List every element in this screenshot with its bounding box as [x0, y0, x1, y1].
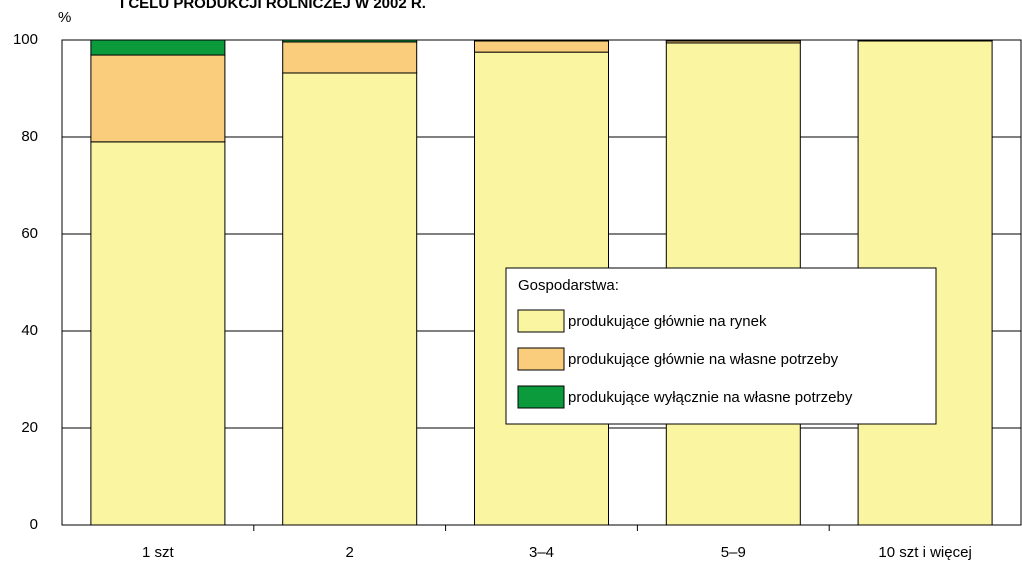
x-tick-label: 1 szt — [142, 544, 175, 561]
legend-swatch — [517, 347, 565, 371]
bar-segment — [90, 54, 226, 143]
legend-label: produkujące głównie na własne potrzeby — [568, 351, 839, 368]
x-tick-label: 3–4 — [529, 544, 554, 561]
legend-swatch — [517, 385, 565, 409]
y-tick-label: 80 — [21, 128, 38, 145]
legend-label: produkujące wyłącznie na własne potrzeby — [568, 389, 853, 406]
chart-title: I CELU PRODUKCJI ROLNICZEJ W 2002 R. — [120, 0, 426, 12]
y-tick-label: 40 — [21, 322, 38, 339]
legend-title: Gospodarstwa: — [518, 277, 619, 294]
bar-segment — [282, 41, 418, 74]
y-axis-label: % — [58, 9, 71, 26]
bar-segment — [474, 40, 609, 53]
y-tick-label: 100 — [13, 31, 38, 48]
bar-segment — [90, 39, 226, 56]
bar-segment — [665, 39, 801, 42]
bar-segment — [282, 39, 418, 43]
bar-segment — [282, 72, 418, 526]
legend-box — [505, 267, 937, 425]
legend-label: produkujące głównie na rynek — [568, 313, 767, 330]
y-tick-label: 0 — [30, 516, 38, 533]
bar-segment — [474, 39, 609, 42]
x-tick-label: 2 — [346, 544, 354, 561]
legend-swatch — [517, 309, 565, 333]
y-tick-label: 60 — [21, 225, 38, 242]
y-tick-label: 20 — [21, 419, 38, 436]
x-tick-label: 5–9 — [721, 544, 746, 561]
x-tick-label: 10 szt i więcej — [878, 544, 971, 561]
bar-segment — [90, 141, 226, 526]
